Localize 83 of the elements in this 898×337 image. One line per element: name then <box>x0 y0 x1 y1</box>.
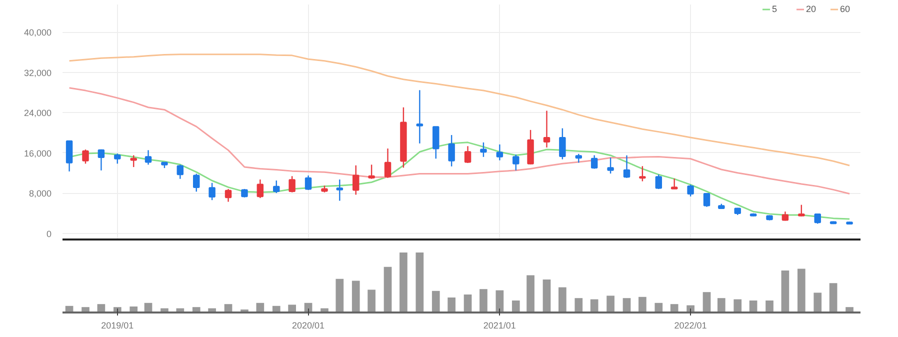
candlestick <box>687 184 694 198</box>
bar <box>336 278 344 312</box>
candlestick <box>798 204 805 217</box>
candlestick <box>464 146 472 164</box>
bar <box>558 287 566 312</box>
bar <box>416 252 424 312</box>
candlestick <box>590 154 598 170</box>
x-tick-label: 2021/01 <box>483 320 516 330</box>
bar <box>512 300 520 312</box>
y-tick-label: 40,000 <box>24 28 52 38</box>
x-tick-label: 2019/01 <box>101 320 134 330</box>
candlestick <box>114 152 121 164</box>
bar <box>542 280 551 312</box>
x-tick-label: 2022/01 <box>674 320 707 330</box>
candlestick <box>82 148 89 164</box>
candlestick <box>66 140 73 172</box>
candlestick <box>368 164 375 180</box>
bar <box>574 298 583 312</box>
candlestick <box>224 188 232 202</box>
bar <box>288 304 296 312</box>
candlestick <box>208 182 216 201</box>
candlestick <box>607 157 614 174</box>
candlestick <box>130 154 137 168</box>
line-series <box>68 54 850 166</box>
candlestick <box>144 150 152 166</box>
candlestick <box>273 180 280 194</box>
bar <box>829 283 838 312</box>
bar <box>606 296 614 312</box>
bar <box>702 292 711 312</box>
candlestick <box>432 126 440 160</box>
candlestick <box>559 128 566 160</box>
y-tick-label: 0 <box>46 228 52 239</box>
y-tick-label: 16,000 <box>24 148 52 158</box>
bar <box>256 302 264 312</box>
candlestick <box>193 173 200 192</box>
bar <box>734 299 742 312</box>
candlestick <box>814 212 821 224</box>
bar <box>352 280 360 312</box>
bar <box>400 252 408 312</box>
candlestick <box>416 90 424 144</box>
bar <box>814 292 822 312</box>
bar <box>480 289 488 312</box>
y-tick-label: 24,000 <box>24 108 52 118</box>
bar <box>781 270 790 312</box>
bar <box>717 298 726 312</box>
y-tick-label: 8,000 <box>28 188 52 199</box>
legend-label: 5 <box>772 4 778 14</box>
bar <box>797 268 806 312</box>
line-series <box>68 87 850 195</box>
bar <box>464 294 472 312</box>
candlestick <box>480 142 487 158</box>
y-tick-label: 32,000 <box>24 68 52 78</box>
candlestick <box>256 178 264 199</box>
candlestick <box>288 176 296 193</box>
bar <box>448 298 456 312</box>
candlestick <box>304 174 312 191</box>
legend-label: 60 <box>840 4 852 14</box>
candlestick <box>496 144 504 161</box>
candlestick <box>336 178 344 202</box>
candlestick <box>639 166 646 182</box>
candlestick <box>655 174 662 190</box>
candlestick <box>352 164 360 196</box>
bar <box>368 290 376 312</box>
bar <box>622 298 631 312</box>
legend-label: 20 <box>806 4 818 14</box>
x-tick-label: 2020/01 <box>292 320 325 330</box>
bar <box>384 266 392 312</box>
candlestick <box>543 110 550 148</box>
candlestick <box>176 164 184 180</box>
candlestick <box>512 154 520 172</box>
candlestick <box>527 129 534 165</box>
candlestick <box>623 154 630 179</box>
candlestick <box>703 192 710 208</box>
candlestick <box>384 148 392 178</box>
candlestick <box>98 148 105 172</box>
bar <box>638 296 646 312</box>
bar <box>432 290 440 312</box>
bar <box>526 275 534 312</box>
bar <box>670 304 678 312</box>
bar <box>654 302 663 312</box>
candlestick <box>670 178 678 190</box>
bar <box>766 300 774 312</box>
candlestick <box>448 134 455 167</box>
